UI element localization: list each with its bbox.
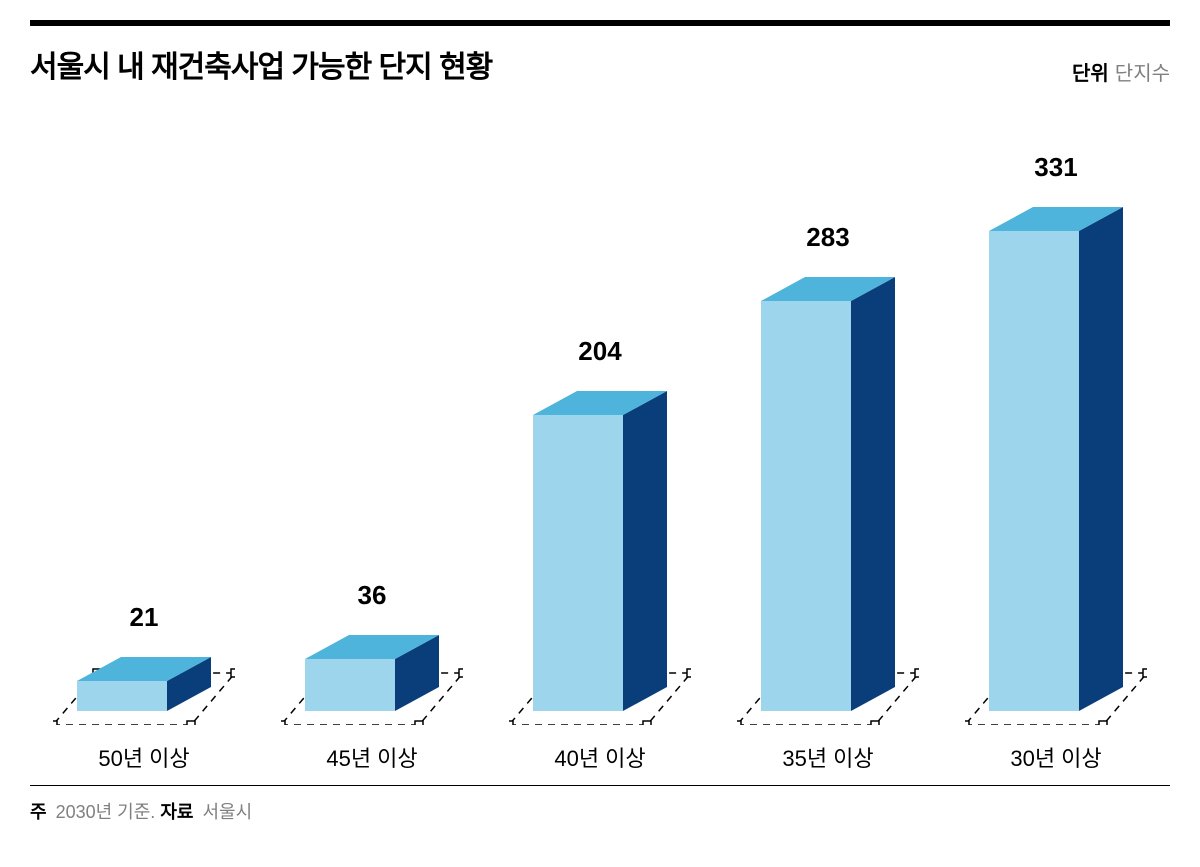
category-label: 35년 이상 xyxy=(714,741,942,773)
bar-3d xyxy=(281,621,463,725)
footer-note-text: 2030년 기준. xyxy=(56,802,156,822)
bar-value-label: 21 xyxy=(130,602,159,633)
header-row: 서울시 내 재건축사업 가능한 단지 현황 단위 단지수 xyxy=(30,42,1170,86)
footer-source-label: 자료 xyxy=(160,802,193,822)
category-label: 40년 이상 xyxy=(486,741,714,773)
chart-title: 서울시 내 재건축사업 가능한 단지 현황 xyxy=(30,42,492,86)
bar-value-label: 331 xyxy=(1034,152,1077,183)
bars-row: 21 36 204 283 331 xyxy=(30,145,1170,725)
category-row: 50년 이상45년 이상40년 이상35년 이상30년 이상 xyxy=(30,741,1170,773)
bar-value-label: 36 xyxy=(358,580,387,611)
bar-slot: 21 xyxy=(30,602,258,725)
bar-value-label: 204 xyxy=(578,336,621,367)
top-rule xyxy=(30,20,1170,26)
unit-label: 단위 xyxy=(1072,63,1109,85)
category-label: 30년 이상 xyxy=(942,741,1170,773)
bar-slot: 36 xyxy=(258,580,486,725)
bar-slot: 283 xyxy=(714,222,942,725)
bar-3d xyxy=(737,263,919,725)
bar-value-label: 283 xyxy=(806,222,849,253)
unit-value: 단지수 xyxy=(1115,63,1170,85)
footer-source-text: 서울시 xyxy=(202,802,252,822)
bar-3d xyxy=(509,377,691,725)
bar-slot: 331 xyxy=(942,152,1170,725)
chart-area: 21 36 204 283 331 50년 이상45년 이상40년 이상35년 … xyxy=(30,96,1170,786)
footer-note-label: 주 xyxy=(30,802,47,822)
bar-3d xyxy=(53,643,235,725)
bar-3d xyxy=(965,193,1147,725)
unit-block: 단위 단지수 xyxy=(1072,57,1170,86)
footer: 주 2030년 기준. 자료 서울시 xyxy=(30,798,1170,824)
category-label: 45년 이상 xyxy=(258,741,486,773)
category-label: 50년 이상 xyxy=(30,741,258,773)
bar-slot: 204 xyxy=(486,336,714,725)
